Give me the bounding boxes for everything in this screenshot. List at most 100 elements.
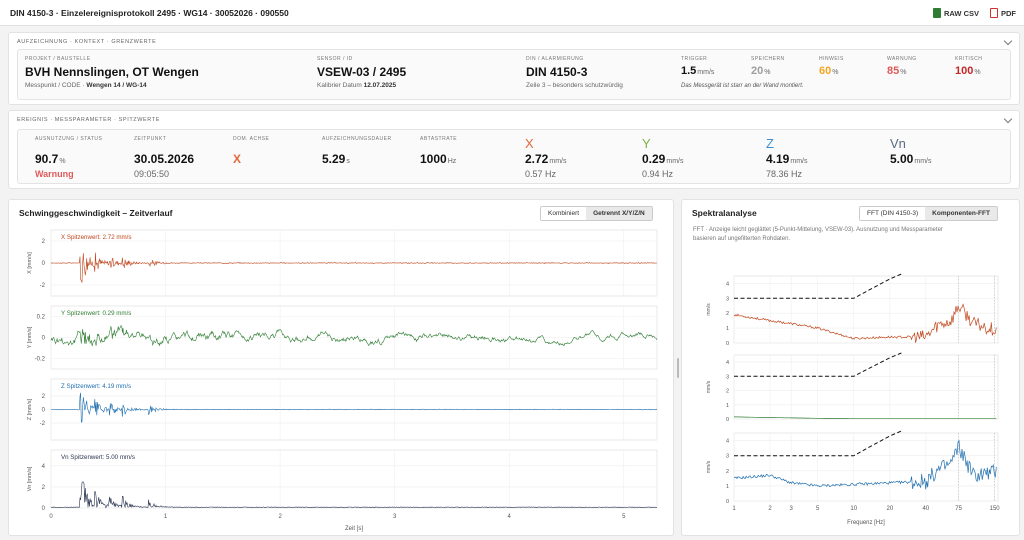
time-panel-title: Schwinggeschwindigkeit – Zeitverlauf [19, 208, 173, 218]
spectrum-y-tick-label: 3 [726, 454, 729, 460]
din-label: DIN / ALARMIERUNG [526, 56, 584, 62]
kritisch-value: 100% [955, 65, 981, 77]
ausnutzung-label: AUSNUTZUNG / STATUS [35, 136, 103, 142]
zeitpunkt-uhrzeit: 09:05:50 [134, 169, 170, 179]
spectrum-threshold-line [734, 430, 902, 457]
speichern-label: SPEICHERN [751, 56, 785, 62]
time-y-tick-label: -2 [40, 421, 46, 427]
time-y-tick-label: 0.2 [37, 315, 46, 321]
dom-achse-label: DOM. ACHSE [233, 136, 270, 142]
event-section-title: EREIGNIS · MESSPARAMETER · SPITZWERTE [17, 117, 161, 123]
spectrum-x-tick-label: 3 [789, 506, 793, 512]
zeitpunkt-datum: 30.05.2026 [134, 152, 195, 166]
tab-fft-din[interactable]: FFT (DIN 4150-3) [860, 207, 926, 220]
chevron-down-icon[interactable] [1003, 114, 1013, 124]
trigger-label: TRIGGER [681, 56, 708, 62]
spectrum-toggle: FFT (DIN 4150-3) Komponenten-FFT [859, 206, 998, 221]
spectrum-y-tick-label: 3 [726, 374, 729, 380]
spectrum-y-axis-label: mm/s [706, 303, 712, 316]
messpunkt: Messpunkt / CODE · Wengen 14 / WG-14 [25, 82, 147, 89]
time-y-tick-label: 2 [42, 239, 46, 245]
mount-note: Das Messgerät ist starr an der Wand mont… [681, 83, 804, 89]
time-x-axis-label: Zeit [s] [345, 526, 363, 532]
time-y-tick-label: 0 [42, 336, 46, 342]
spectrum-x-tick-label: 2 [768, 506, 772, 512]
axis-vn-name: Vn [890, 136, 906, 151]
pdf-file-icon [990, 8, 998, 18]
axis-x-peak: 2.72mm/s [525, 152, 567, 166]
dauer-value: 5.29s [322, 152, 350, 166]
spectrum-x-tick-label: 40 [923, 506, 930, 512]
dom-achse-value: X [233, 152, 242, 166]
top-bar: DIN 4150-3 · Einzelereignisprotokoll 249… [0, 0, 1024, 26]
axis-x-freq: 0.57 Hz [525, 169, 557, 179]
abtastrate-value: 1000Hz [420, 152, 457, 166]
spectrum-y-tick-label: 2 [726, 311, 729, 317]
spectrum-y-tick-label: 4 [726, 439, 729, 445]
dauer-label: AUFZEICHNUNGSDAUER [322, 136, 392, 142]
spectrum-y-tick-label: 4 [726, 360, 729, 366]
time-y-tick-label: -2 [40, 283, 46, 289]
time-x-tick-label: 3 [393, 514, 397, 520]
trigger-value: 1.5mm/s [681, 65, 715, 77]
raw-csv-button[interactable]: RAW CSV [933, 6, 979, 20]
din-zeile: Zeile 3 – besonders schutzwürdig [526, 82, 623, 89]
axis-z-freq: 78.36 Hz [766, 169, 803, 179]
spectrum-x-tick-label: 150 [990, 506, 1001, 512]
time-panel: Schwinggeschwindigkeit – Zeitverlauf Kom… [8, 199, 674, 536]
project-value: BVH Nennslingen, OT Wengen [25, 65, 199, 79]
event-card: EREIGNIS · MESSPARAMETER · SPITZWERTE AU… [8, 110, 1020, 189]
time-y-tick-label: 2 [42, 485, 46, 491]
spectrum-series-line [733, 439, 997, 490]
pdf-button[interactable]: PDF [990, 6, 1016, 20]
abtastrate-label: ABTASTRATE [420, 136, 458, 142]
spectrum-subplot-frame [733, 432, 999, 502]
time-y-tick-label: 0 [42, 506, 46, 512]
chevron-down-icon[interactable] [1003, 36, 1013, 46]
axis-x-name: X [525, 136, 534, 151]
spectrum-panel-title: Spektralanalyse [692, 208, 757, 218]
axis-y-freq: 0.94 Hz [642, 169, 674, 179]
ausnutzung-value: 90.7% [35, 152, 66, 166]
spectrum-y-axis-label: mm/s [706, 460, 712, 473]
tab-getrennt[interactable]: Getrennt X/Y/Z/N [586, 207, 652, 220]
axis-vn-peak: 5.00mm/s [890, 152, 932, 166]
tab-kombiniert[interactable]: Kombiniert [541, 207, 587, 220]
spectrum-desc-line1: FFT · Anzeige leicht geglättet (5-Punkt-… [693, 227, 943, 233]
spectrum-x-tick-label: 10 [850, 506, 857, 512]
spectrum-desc-line2: basieren auf ungefilterten Rohdaten. [693, 236, 791, 242]
context-panel: PROJEKT / BAUSTELLE BVH Nennslingen, OT … [17, 49, 1011, 100]
time-subplot-peak-label: Z Spitzenwert: 4.19 mm/s [61, 383, 131, 390]
panel-splitter-handle[interactable] [677, 358, 679, 378]
csv-file-icon [933, 8, 941, 18]
spectrum-x-tick-label: 20 [886, 506, 893, 512]
spectrum-x-axis-label: Frequenz [Hz] [847, 520, 885, 526]
time-x-tick-label: 5 [622, 514, 626, 520]
tab-komponenten-fft[interactable]: Komponenten-FFT [925, 207, 997, 220]
spectrum-x-tick-label: 75 [955, 506, 962, 512]
time-x-tick-label: 2 [278, 514, 282, 520]
spectrum-y-tick-label: 3 [726, 296, 729, 302]
zeitpunkt-label: ZEITPUNKT [134, 136, 167, 142]
time-series-line [50, 252, 658, 283]
time-subplot-peak-label: Y Spitzenwert: 0.29 mm/s [61, 310, 131, 317]
spectrum-threshold-line [734, 273, 902, 299]
project-label: PROJEKT / BAUSTELLE [25, 56, 91, 62]
event-panel: AUSNUTZUNG / STATUS 90.7% Warnung ZEITPU… [17, 129, 1011, 184]
spectrum-y-tick-label: 1 [726, 326, 729, 332]
status-badge: Warnung [35, 169, 74, 179]
spectrum-subplot-frame [733, 354, 999, 420]
spectrum-x-tick-label: 5 [816, 506, 820, 512]
time-subplot-peak-label: X Spitzenwert: 2.72 mm/s [61, 234, 132, 241]
time-y-tick-label: 0 [42, 261, 46, 267]
time-y-axis-label: Z [mm/s] [27, 398, 33, 420]
time-y-tick-label: 2 [42, 394, 46, 400]
spectrum-y-tick-label: 4 [726, 281, 729, 287]
kalibrier-datum: Kalibrier Datum 12.07.2025 [317, 82, 397, 89]
spectrum-y-tick-label: 1 [726, 484, 729, 490]
spectrum-x-tick-label: 1 [732, 506, 736, 512]
time-series-line [50, 481, 658, 509]
spectrum-y-tick-label: 0 [726, 341, 729, 347]
spectrum-threshold-line [734, 352, 902, 377]
